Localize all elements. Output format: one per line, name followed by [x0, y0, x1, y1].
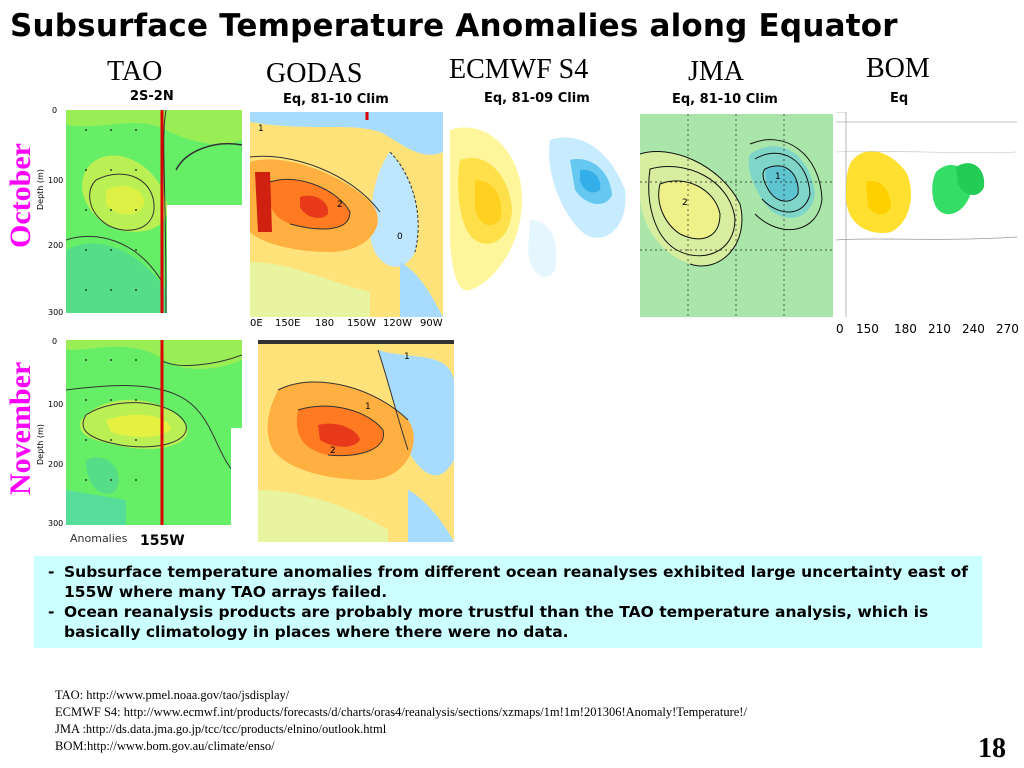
- month-label-november: November: [4, 361, 37, 495]
- godas-nov-contour-label-1a: 1: [404, 352, 410, 362]
- note-item: Subsurface temperature anomalies from di…: [48, 562, 982, 602]
- tao-155w-label: 155W: [140, 533, 185, 549]
- bom-xtick-2: 180: [894, 322, 917, 336]
- ytick-0-nov: 0: [52, 337, 58, 346]
- product-label-ecmwf: ECMWF S4: [449, 54, 589, 85]
- source-bom[interactable]: BOM:http://www.bom.gov.au/climate/enso/: [55, 739, 275, 753]
- slide-title: Subsurface Temperature Anomalies along E…: [10, 8, 898, 44]
- bom-xtick-0: 0: [836, 322, 844, 336]
- godas-november-panel: [258, 340, 454, 542]
- bom-x-axis: 0 150 180 210 240 270: [836, 322, 1019, 338]
- godas-nov-contour-label-2: 2: [330, 446, 336, 456]
- tao-anomalies-label: Anomalies: [70, 532, 128, 545]
- godas-nov-contour-label-1b: 1: [365, 402, 371, 412]
- godas-oct-contour-label-0: 0: [397, 232, 403, 242]
- bom-xtick-1: 150: [856, 322, 879, 336]
- godas-october-panel: [250, 112, 443, 317]
- bom-october-panel: [836, 112, 1017, 317]
- notes-box: Subsurface temperature anomalies from di…: [34, 556, 982, 648]
- ytick-200-oct: 200: [48, 241, 64, 250]
- tao-depth-label-oct: Depth (m): [36, 169, 45, 210]
- godas-xtick-0: 0E: [250, 318, 263, 329]
- godas-xtick-2: 180: [315, 318, 335, 329]
- source-tao[interactable]: TAO: http://www.pmel.noaa.gov/tao/jsdisp…: [55, 688, 290, 702]
- subtitle-tao: 2S-2N: [130, 89, 174, 104]
- bom-xtick-3: 210: [928, 322, 951, 336]
- bom-xtick-5: 270: [996, 322, 1019, 336]
- jma-october-panel: [640, 114, 833, 317]
- ecmwf-october-panel: [450, 110, 636, 315]
- jma-contour-label-1: 1: [775, 172, 781, 182]
- godas-x-axis: 0E 150E 180 150W 120W 90W: [250, 318, 443, 332]
- note-item: Ocean reanalysis products are probably m…: [48, 602, 982, 642]
- product-label-bom: BOM: [866, 53, 930, 84]
- source-jma[interactable]: JMA :http://ds.data.jma.go.jp/tcc/tcc/pr…: [55, 722, 387, 736]
- ytick-0-oct: 0: [52, 106, 58, 115]
- source-ecmwf[interactable]: ECMWF S4: http://www.ecmwf.int/products/…: [55, 705, 747, 719]
- ytick-100-oct: 100: [48, 176, 64, 185]
- subtitle-bom: Eq: [890, 91, 909, 106]
- tao-depth-label-nov: Depth (m): [36, 424, 45, 465]
- ytick-200-nov: 200: [48, 460, 64, 469]
- ytick-100-nov: 100: [48, 400, 64, 409]
- godas-xtick-1: 150E: [275, 318, 301, 329]
- product-label-tao: TAO: [107, 56, 163, 87]
- bom-xtick-4: 240: [962, 322, 985, 336]
- godas-xtick-4: 120W: [383, 318, 412, 329]
- page-number: 18: [978, 733, 1006, 764]
- tao-november-panel: [66, 340, 242, 525]
- month-label-october: October: [4, 143, 37, 248]
- subtitle-godas: Eq, 81-10 Clim: [283, 92, 389, 107]
- tao-october-panel: [66, 110, 242, 313]
- subtitle-jma: Eq, 81-10 Clim: [672, 92, 778, 107]
- godas-oct-contour-label-2: 2: [337, 200, 343, 210]
- product-label-jma: JMA: [688, 56, 745, 87]
- jma-contour-label-2: 2: [682, 198, 688, 208]
- product-label-godas: GODAS: [266, 58, 363, 89]
- godas-oct-contour-label-1: 1: [258, 124, 264, 134]
- godas-xtick-3: 150W: [347, 318, 376, 329]
- subtitle-ecmwf: Eq, 81-09 Clim: [484, 91, 590, 106]
- godas-xtick-5: 90W: [420, 318, 443, 329]
- ytick-300-nov: 300: [48, 519, 64, 528]
- ytick-300-oct: 300: [48, 308, 64, 317]
